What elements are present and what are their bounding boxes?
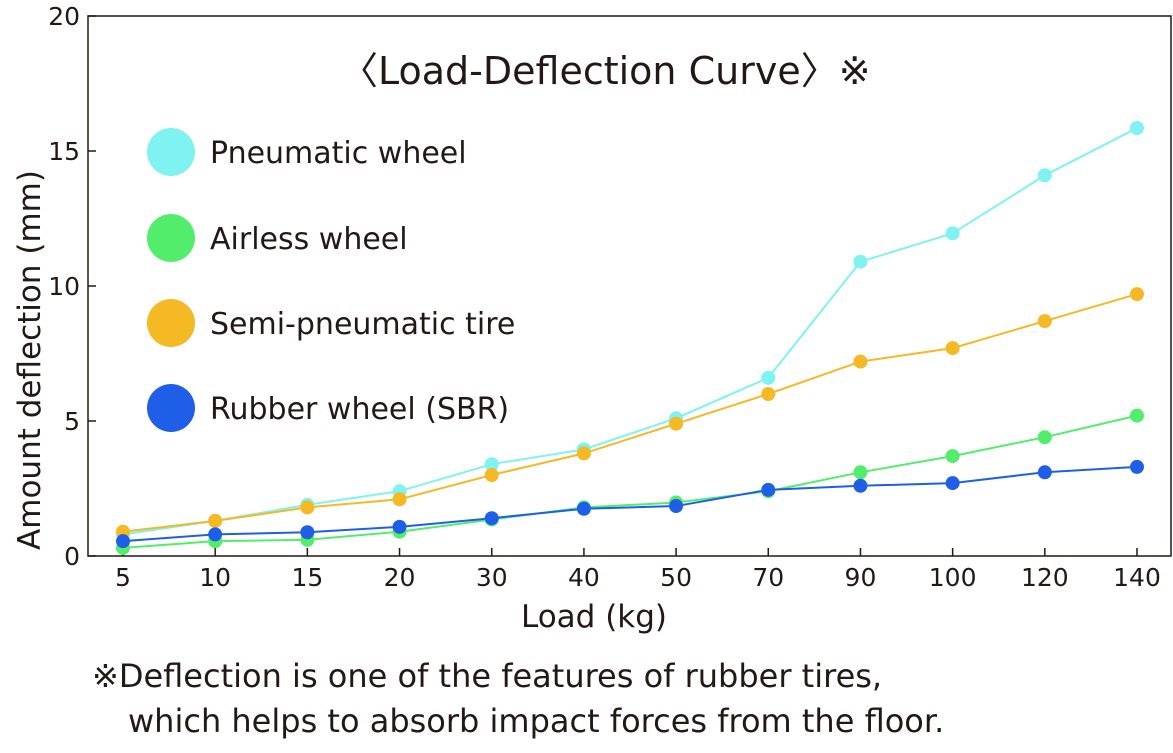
x-tick-label: 90 [845, 563, 877, 592]
x-tick-label: 20 [384, 563, 416, 592]
data-point [761, 370, 776, 385]
y-tick-label: 5 [64, 407, 80, 436]
data-point [1037, 314, 1052, 329]
data-point [576, 501, 591, 516]
data-point [300, 500, 315, 515]
data-point [853, 354, 868, 369]
data-point [945, 476, 960, 491]
series-line-2 [122, 293, 1138, 533]
y-tick-label: 10 [48, 272, 80, 301]
legend-item: Rubber wheel (SBR) [147, 384, 509, 432]
data-point [761, 482, 776, 497]
y-tick-label: 0 [64, 542, 80, 571]
legend-swatch [147, 214, 195, 262]
legend-swatch [147, 128, 195, 176]
footnote-line-2: which helps to absorb impact forces from… [128, 702, 945, 740]
legend-label: Pneumatic wheel [210, 136, 467, 171]
data-point [392, 492, 407, 507]
series-lines [122, 127, 1138, 549]
data-point [392, 519, 407, 534]
data-point [116, 534, 130, 549]
chart-title: 〈Load-Deflection Curve〉※ [340, 49, 871, 93]
data-point [1037, 465, 1052, 480]
legend-label: Semi-pneumatic tire [210, 307, 515, 342]
footnote-line-1: ※Deflection is one of the features of ru… [92, 657, 883, 695]
data-point [300, 525, 315, 540]
data-point [1130, 459, 1144, 474]
data-point [853, 465, 868, 480]
x-tick-label: 30 [476, 563, 508, 592]
data-point [853, 254, 868, 269]
footnote: ※Deflection is one of the features of ru… [92, 654, 1152, 744]
data-point [1037, 430, 1052, 445]
x-axis-ticks: 5 10 15 20 30 40 50 70 90 100 120 140 [115, 548, 1161, 592]
y-axis-title: Amount deflection (mm) [12, 170, 48, 550]
legend: Pneumatic wheel Airless wheel Semi-pneumat… [147, 128, 515, 432]
data-point [945, 226, 960, 241]
plot-area-frame [87, 15, 1172, 557]
data-point [761, 387, 776, 401]
legend-item: Airless wheel [147, 214, 408, 262]
data-point [853, 478, 868, 493]
legend-label: Airless wheel [210, 222, 408, 257]
data-point [208, 527, 223, 542]
y-tick-label: 15 [48, 137, 80, 166]
series-line-1 [122, 414, 1138, 549]
x-tick-label: 140 [1113, 563, 1161, 592]
data-point [1130, 287, 1144, 302]
legend-swatch [147, 299, 195, 347]
series-line-0 [122, 127, 1138, 536]
data-point [669, 416, 684, 431]
data-point [669, 499, 684, 514]
x-axis-title: Load (kg) [521, 599, 667, 635]
y-axis-ticks: 0 5 10 15 20 [48, 2, 96, 571]
legend-item: Pneumatic wheel [147, 128, 467, 176]
data-point [484, 511, 499, 526]
data-point [1130, 408, 1144, 423]
data-point [208, 513, 223, 528]
data-point [1037, 168, 1052, 183]
x-tick-label: 40 [568, 563, 600, 592]
series-line-3 [122, 465, 1138, 543]
data-point [484, 468, 499, 482]
y-tick-label: 20 [48, 2, 80, 31]
data-point [945, 341, 960, 356]
data-point [945, 449, 960, 464]
x-tick-label: 50 [660, 563, 692, 592]
data-point [1130, 121, 1144, 136]
x-tick-label: 15 [291, 563, 323, 592]
series-points [116, 121, 1144, 555]
x-tick-label: 70 [752, 563, 784, 592]
legend-swatch [147, 384, 195, 432]
x-tick-label: 5 [115, 563, 131, 592]
load-deflection-chart: 0 5 10 15 20 5 10 15 20 30 40 50 70 90 100 120 140 〈Loa… [12, 2, 1172, 635]
x-tick-label: 120 [1021, 563, 1069, 592]
x-tick-label: 10 [199, 563, 231, 592]
data-point [484, 457, 499, 472]
data-point [576, 446, 591, 461]
legend-label: Rubber wheel (SBR) [210, 392, 509, 427]
x-tick-label: 100 [929, 563, 977, 592]
legend-item: Semi-pneumatic tire [147, 299, 515, 347]
